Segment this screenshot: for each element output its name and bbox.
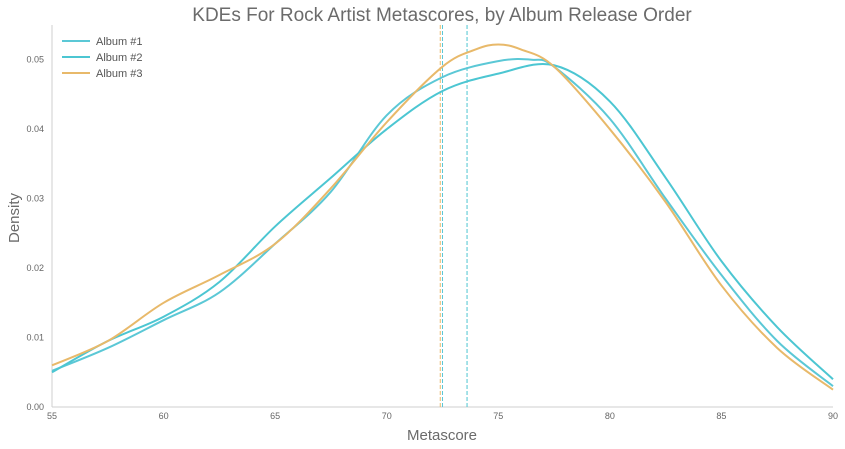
y-tick-label: 0.00 [26, 402, 44, 412]
x-tick-label: 90 [828, 411, 838, 421]
x-tick-label: 55 [47, 411, 57, 421]
x-tick-label: 65 [270, 411, 280, 421]
x-tick-label: 85 [716, 411, 726, 421]
x-tick-label: 80 [605, 411, 615, 421]
y-tick-label: 0.05 [26, 55, 44, 65]
legend-label: Album #2 [96, 52, 142, 64]
y-tick-label: 0.01 [26, 333, 44, 343]
tick-labels: 55 60 65 70 75 80 85 90 0.00 0.01 0.02 0.03 0.04 0.05 [26, 55, 838, 421]
y-tick-label: 0.04 [26, 124, 44, 134]
x-tick-label: 75 [493, 411, 503, 421]
x-tick-label: 60 [159, 411, 169, 421]
mean-lines [439, 25, 468, 407]
x-axis-label: Metascore [407, 427, 477, 444]
kde-series-line [51, 43, 834, 391]
kde-curves [51, 43, 834, 391]
legend-label: Album #3 [96, 68, 142, 80]
y-tick-label: 0.02 [26, 263, 44, 273]
x-tick-label: 70 [382, 411, 392, 421]
y-tick-label: 0.03 [26, 194, 44, 204]
kde-series-line [51, 57, 834, 387]
chart-title: KDEs For Rock Artist Metascores, by Albu… [192, 5, 692, 26]
y-axis-label: Density [6, 192, 23, 243]
legend-label: Album #1 [96, 36, 142, 48]
kde-series-line [51, 63, 834, 380]
legend: Album #1 Album #2 Album #3 [62, 36, 142, 80]
